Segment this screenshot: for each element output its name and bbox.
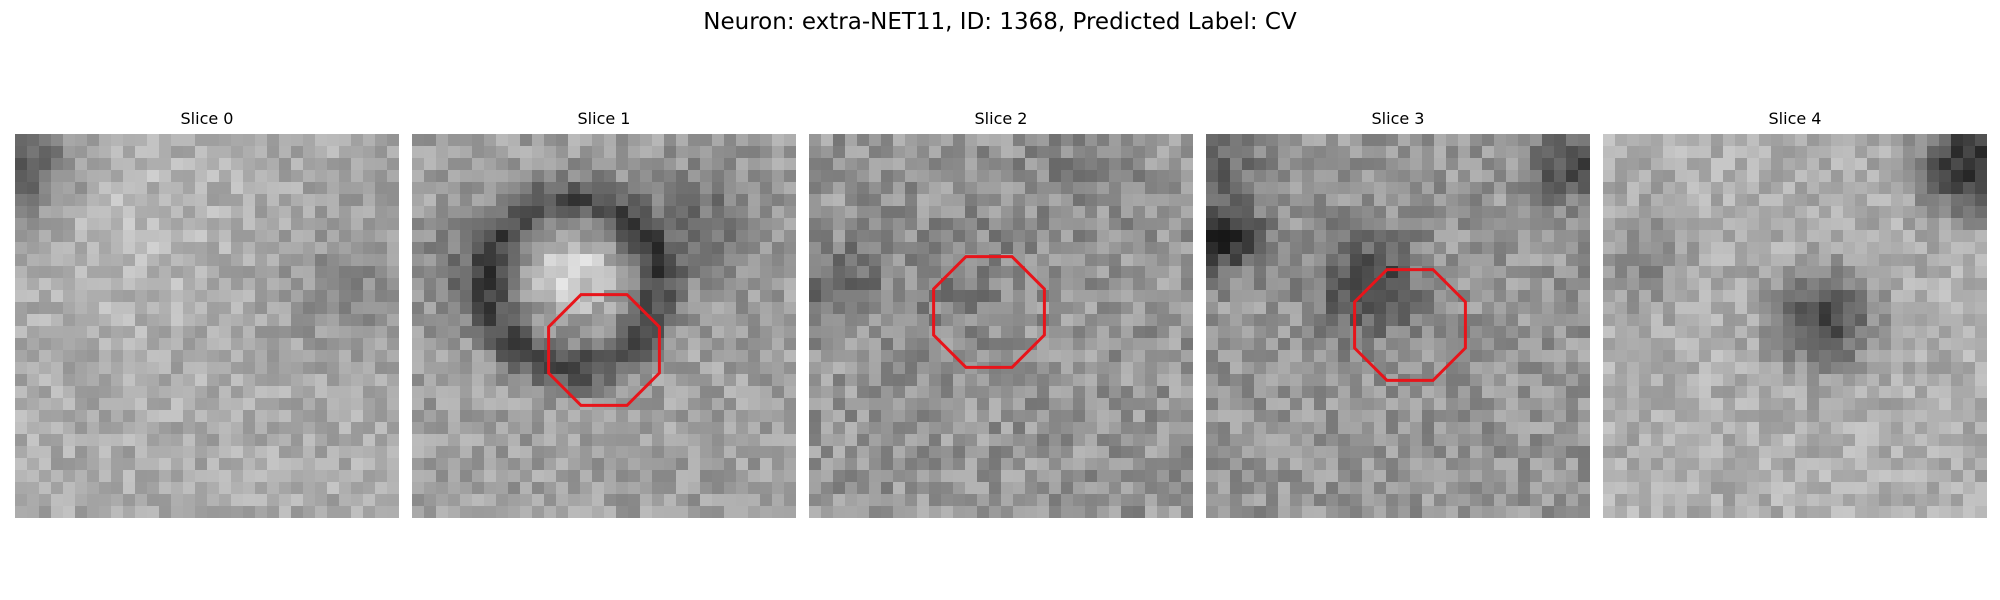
slice-panel-3: Slice 3 [1206, 108, 1590, 518]
slice-image [1603, 134, 1987, 518]
slice-image [1206, 134, 1590, 518]
roi-octagon-marker [932, 255, 1046, 369]
slice-panel-1: Slice 1 [412, 108, 796, 518]
roi-octagon-marker [1353, 268, 1467, 382]
slice-title: Slice 2 [974, 109, 1028, 128]
figure-title: Neuron: extra-NET11, ID: 1368, Predicted… [703, 9, 1297, 35]
slice-image [412, 134, 796, 518]
slice-panel-2: Slice 2 [809, 108, 1193, 518]
slice-title: Slice 4 [1768, 109, 1822, 128]
slice-image [15, 134, 399, 518]
roi-octagon-marker [547, 293, 661, 407]
slice-title: Slice 3 [1371, 109, 1425, 128]
slice-title: Slice 0 [180, 109, 234, 128]
slice-panel-0: Slice 0 [15, 108, 399, 518]
slice-image [809, 134, 1193, 518]
slice-panel-4: Slice 4 [1603, 108, 1987, 518]
slice-title: Slice 1 [577, 109, 631, 128]
